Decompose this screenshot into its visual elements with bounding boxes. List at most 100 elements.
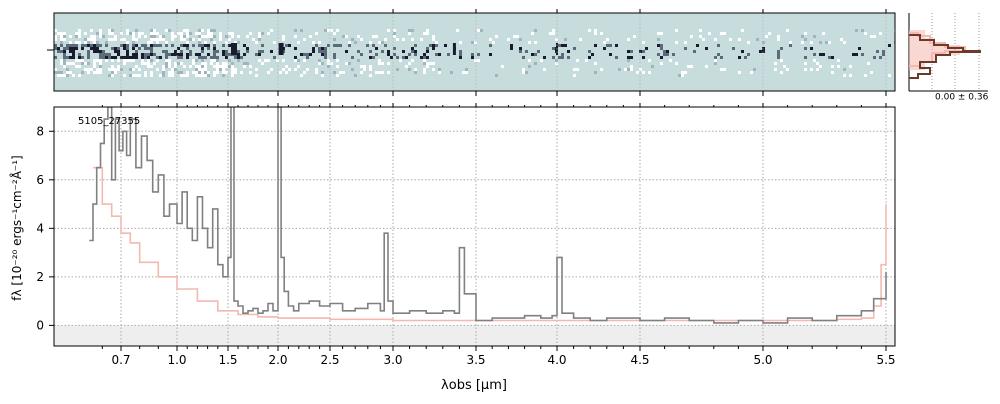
spectrum-2d-pixel: [768, 32, 771, 35]
spectrum-2d-pixel: [327, 62, 330, 65]
spectrum-2d-pixel: [171, 32, 174, 35]
spectrum-2d-pixel: [333, 32, 336, 35]
spectrum-2d-pixel: [648, 59, 651, 62]
spectrum-2d-pixel: [150, 41, 153, 44]
spectrum-2d-pixel: [354, 41, 357, 44]
spectrum-2d-pixel: [672, 53, 675, 56]
spectrum-2d-pixel: [93, 41, 96, 44]
spectrum-2d-pixel: [144, 47, 147, 50]
spectrum-2d-pixel: [510, 47, 513, 50]
spectrum-2d-pixel: [645, 47, 648, 50]
spectrum-2d-pixel: [405, 56, 408, 59]
spectrum-2d-pixel: [72, 50, 75, 53]
spectrum-2d-pixel: [105, 56, 108, 59]
spectrum-2d-pixel: [519, 47, 522, 50]
spectrum-2d-pixel: [387, 71, 390, 74]
spectrum-2d-pixel: [831, 56, 834, 59]
spectrum-2d-pixel: [777, 50, 780, 53]
spectrum-2d-pixel: [789, 41, 792, 44]
spectrum-2d-pixel: [141, 32, 144, 35]
spectrum-2d-pixel: [579, 38, 582, 41]
spectrum-2d-pixel: [489, 53, 492, 56]
spectrum-2d-pixel: [357, 35, 360, 38]
spectrum-2d-pixel: [642, 41, 645, 44]
spectrum-2d-pixel: [162, 68, 165, 71]
spectrum-2d-pixel: [231, 74, 234, 77]
spectrum-2d-pixel: [477, 59, 480, 62]
spectrum-2d-pixel: [96, 32, 99, 35]
spectrum-2d-pixel: [72, 53, 75, 56]
spectrum-2d-pixel: [114, 38, 117, 41]
spectrum-2d-pixel: [318, 41, 321, 44]
spectrum-2d-pixel: [480, 29, 483, 32]
spectrum-2d-pixel: [306, 53, 309, 56]
spectrum-2d-pixel: [201, 59, 204, 62]
spectrum-2d-pixel: [198, 65, 201, 68]
spectrum-2d-pixel: [819, 65, 822, 68]
spectrum-2d-pixel: [267, 71, 270, 74]
spectrum-2d-pixel: [414, 50, 417, 53]
spectrum-2d-pixel: [234, 41, 237, 44]
x-tick-label: 4.5: [630, 353, 649, 367]
spectrum-2d-pixel: [231, 32, 234, 35]
spectrum-2d-pixel: [411, 38, 414, 41]
spectrum-2d-pixel: [297, 65, 300, 68]
spectrum-2d-pixel: [294, 29, 297, 32]
spectrum-2d-pixel: [849, 65, 852, 68]
spectrum-2d-pixel: [144, 35, 147, 38]
spectrum-2d-pixel: [99, 71, 102, 74]
spectrum-2d-pixel: [348, 62, 351, 65]
spectrum-2d-pixel: [720, 32, 723, 35]
spectrum-2d-pixel: [144, 44, 147, 47]
spectrum-2d-pixel: [369, 50, 372, 53]
spectrum-2d-pixel: [366, 44, 369, 47]
spectrum-2d-pixel: [243, 62, 246, 65]
spectrum-2d-pixel: [459, 50, 462, 53]
spectrum-2d-pixel: [84, 62, 87, 65]
spectrum-2d-pixel: [249, 65, 252, 68]
spectrum-2d-pixel: [303, 59, 306, 62]
spectrum-2d-pixel: [804, 62, 807, 65]
spectrum-2d-pixel: [318, 47, 321, 50]
spectrum-2d-pixel: [168, 53, 171, 56]
spectrum-2d-pixel: [216, 71, 219, 74]
spectrum-2d-background: [54, 13, 895, 91]
spectrum-2d-pixel: [561, 53, 564, 56]
spectrum-2d-pixel: [318, 59, 321, 62]
spectrum-2d-pixel: [300, 74, 303, 77]
spectrum-2d-pixel: [426, 56, 429, 59]
spectrum-2d-pixel: [138, 35, 141, 38]
spectrum-2d-pixel: [186, 29, 189, 32]
spectrum-2d-pixel: [63, 56, 66, 59]
spectrum-2d-pixel: [237, 53, 240, 56]
spectrum-2d-pixel: [648, 71, 651, 74]
spectrum-2d-pixel: [114, 71, 117, 74]
spectrum-2d-pixel: [69, 35, 72, 38]
spectrum-2d-pixel: [558, 44, 561, 47]
spectrum-2d-pixel: [861, 29, 864, 32]
spectrum-2d-pixel: [216, 65, 219, 68]
spectrum-2d-pixel: [351, 68, 354, 71]
spectrum-2d-pixel: [666, 50, 669, 53]
spectrum-2d-pixel: [201, 71, 204, 74]
spectrum-2d-pixel: [201, 62, 204, 65]
spectrum-2d-pixel: [192, 59, 195, 62]
spectrum-2d-pixel: [237, 41, 240, 44]
spectrum-2d-pixel: [267, 59, 270, 62]
spectrum-2d-pixel: [54, 38, 57, 41]
spectrum-2d-pixel: [231, 62, 234, 65]
spectrum-2d-pixel: [855, 29, 858, 32]
spectrum-2d-pixel: [132, 56, 135, 59]
spectrum-2d-pixel: [333, 53, 336, 56]
spectrum-2d-pixel: [132, 41, 135, 44]
spectrum-2d-pixel: [642, 50, 645, 53]
spectrum-2d-pixel: [177, 56, 180, 59]
spectrum-2d-pixel: [114, 56, 117, 59]
spectrum-2d-pixel: [879, 32, 882, 35]
spectrum-2d-pixel: [144, 62, 147, 65]
spectrum-2d-pixel: [327, 65, 330, 68]
spectrum-2d-pixel: [168, 59, 171, 62]
spectrum-2d-pixel: [111, 68, 114, 71]
spectrum-2d-pixel: [303, 38, 306, 41]
spectrum-2d-pixel: [111, 47, 114, 50]
